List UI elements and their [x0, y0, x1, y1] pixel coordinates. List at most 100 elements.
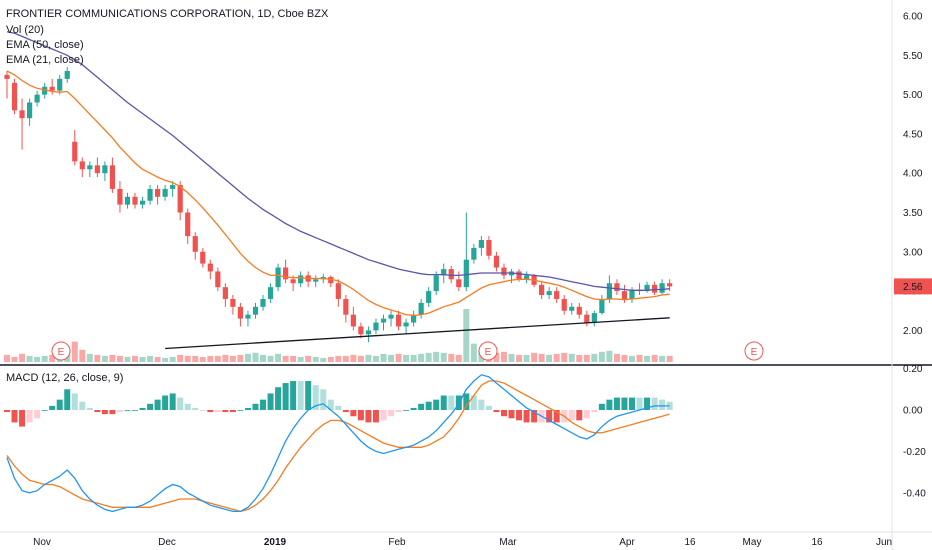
last-price-tag: [894, 278, 932, 295]
candle-body: [290, 279, 296, 284]
macd-histogram-bar: [214, 410, 221, 413]
macd-histogram-bar: [49, 405, 56, 410]
volume-bar: [297, 356, 304, 362]
volume-bar: [79, 349, 86, 362]
volume-bar: [162, 357, 169, 362]
candle-body: [614, 283, 620, 292]
volume-bar: [169, 356, 176, 362]
volume-bar: [666, 355, 673, 362]
volume-bar: [132, 355, 139, 362]
volume-bar: [440, 352, 447, 362]
macd-histogram-bar: [312, 385, 319, 410]
candle-body: [79, 161, 85, 170]
macd-histogram-bar: [372, 410, 379, 423]
ema50-line: [6, 31, 670, 291]
candle-body: [599, 298, 605, 314]
ema21-legend[interactable]: EMA (21, close): [6, 54, 84, 66]
candle-body: [298, 275, 304, 284]
candle-body: [26, 102, 33, 119]
macd-histogram-bar: [470, 395, 477, 410]
volume-bar: [523, 354, 530, 362]
macd-histogram-bar: [162, 395, 169, 410]
volume-bar: [470, 343, 477, 362]
macd-histogram-bar: [64, 389, 71, 410]
volume-legend[interactable]: Vol (20): [6, 24, 44, 36]
macd-histogram-bar: [500, 410, 507, 417]
macd-lines: [6, 374, 670, 513]
volume-bars: [4, 309, 673, 362]
volume-bar: [538, 353, 545, 362]
macd-histogram-bar: [568, 410, 575, 421]
earnings-marker-label: E: [485, 347, 492, 358]
macd-histogram-bar: [101, 410, 108, 415]
candle-body: [19, 110, 25, 119]
macd-histogram-bar: [485, 405, 492, 410]
macd-histogram-bar: [598, 403, 605, 410]
candle-body: [124, 196, 131, 205]
volume-bar: [493, 352, 500, 362]
candle-body: [403, 322, 409, 327]
candle-body: [72, 141, 78, 162]
macd-histogram-bar: [184, 403, 191, 410]
macd-histogram-bar: [139, 407, 146, 410]
macd-histogram: [4, 381, 673, 427]
time-tick-label: Mar: [499, 537, 517, 548]
candle-body: [132, 196, 138, 205]
volume-bar: [260, 354, 267, 362]
candle-body: [34, 94, 40, 103]
macd-histogram-bar: [222, 410, 229, 413]
macd-axis[interactable]: 0.20 0.00 -0.20 -0.40: [903, 364, 926, 499]
volume-bar: [237, 354, 244, 362]
candle-body: [667, 283, 673, 287]
macd-histogram-bar: [207, 410, 214, 413]
macd-histogram-bar: [124, 410, 131, 411]
volume-bar: [184, 355, 191, 362]
candle-body: [380, 318, 387, 323]
macd-histogram-bar: [546, 410, 553, 423]
volume-bar: [613, 353, 620, 362]
candle-body: [621, 291, 628, 299]
candle-body: [388, 314, 394, 319]
macd-histogram-bar: [410, 407, 417, 410]
candle-body: [426, 291, 432, 303]
volume-bar: [207, 355, 214, 362]
price-tick-label: 6.00: [903, 12, 923, 23]
time-tick-label: Nov: [33, 537, 51, 548]
chart-title: FRONTIER COMMUNICATIONS CORPORATION, 1D,…: [6, 8, 329, 20]
volume-bar: [365, 354, 372, 362]
candlesticks[interactable]: [4, 67, 673, 343]
volume-bar: [19, 353, 26, 362]
macd-histogram-bar: [636, 397, 643, 410]
candle-body: [170, 184, 176, 189]
price-axis[interactable]: 6.005.505.004.504.003.503.002.502.002.56: [894, 12, 932, 337]
macd-histogram-bar: [297, 381, 304, 410]
candle-body: [283, 267, 289, 280]
volume-bar: [350, 354, 357, 362]
volume-bar: [94, 354, 101, 362]
candle-body: [139, 200, 146, 205]
candle-body: [87, 165, 93, 170]
volume-bar: [576, 354, 583, 362]
ema50-legend[interactable]: EMA (50, close): [6, 39, 84, 51]
candle-body: [546, 291, 552, 296]
volume-bar: [229, 355, 236, 362]
macd-legend[interactable]: MACD (12, 26, close, 9): [6, 372, 124, 384]
volume-bar: [508, 353, 515, 362]
candle-body: [659, 283, 665, 293]
volume-bar: [546, 354, 553, 362]
volume-bar: [659, 355, 666, 362]
candle-body: [350, 314, 356, 327]
candle-body: [275, 267, 281, 288]
candle-body: [335, 283, 341, 299]
volume-bar: [199, 356, 206, 362]
volume-bar: [644, 355, 651, 362]
macd-tick-label: -0.40: [903, 488, 926, 499]
volume-bar: [147, 355, 154, 362]
candle-body: [584, 314, 590, 323]
time-axis[interactable]: Nov Dec 2019 Feb Mar Apr 16 May 16 Jun: [33, 537, 892, 548]
macd-histogram-bar: [169, 393, 176, 410]
volume-bar: [71, 341, 78, 362]
macd-histogram-bar: [644, 397, 651, 410]
